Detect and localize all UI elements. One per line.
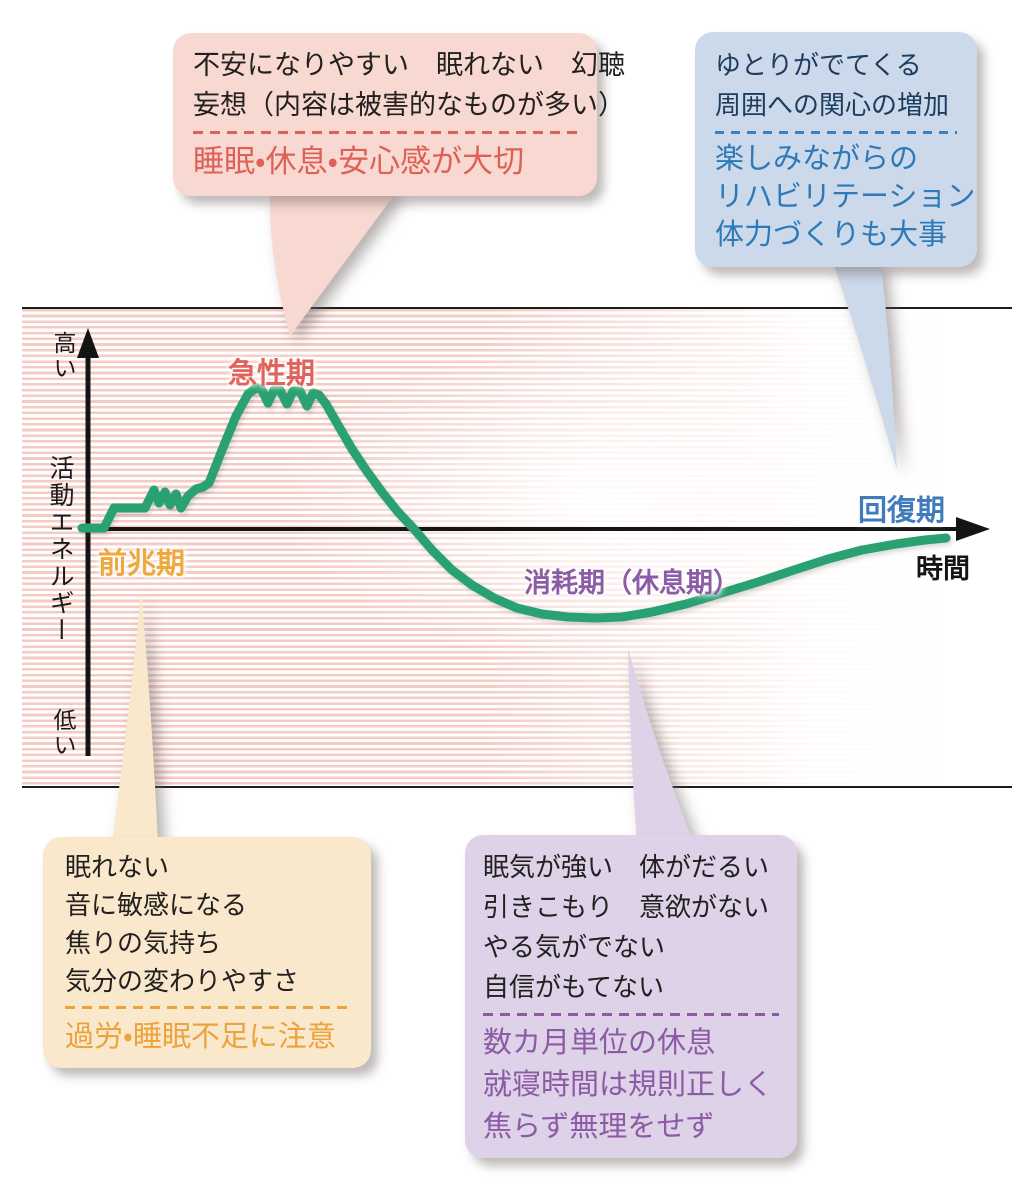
symptom-text: 引きこもり 意欲がない: [483, 893, 770, 923]
advice-text: 焦らず無理をせず: [483, 1109, 715, 1143]
x-axis-title: 時間: [916, 554, 970, 585]
prodromal-phase-bubble: 眠れない 音に敏感になる 焦りの気持ち 気分の変わりやすさ 過労・睡眠不足に注意: [43, 837, 371, 1068]
phase-label-prodromal: 前兆期: [98, 546, 186, 580]
symptom-text: 眠気が強い 体がだるい: [483, 853, 770, 883]
advice-text: リハビリテーション: [715, 179, 976, 213]
y-axis-low-label: 低い: [49, 708, 75, 758]
phase-label-recovery: 回復期: [858, 493, 946, 527]
recovery-bubble-tail: [833, 262, 897, 470]
chart-band: [22, 307, 1012, 788]
recovery-phase-bubble: ゆとりがでてくる 周囲への関心の増加 楽しみながらの リハビリテーション 体力づ…: [695, 32, 977, 267]
phase-label-exhaustion: 消耗期（休息期）: [524, 568, 740, 599]
symptom-text: 気分の変わりやすさ: [65, 967, 300, 997]
advice-text: 睡眠・休息・安心感が大切: [193, 144, 525, 180]
dashed-divider: [193, 131, 577, 134]
exhaustion-bubble-tail: [628, 649, 694, 843]
acute-bubble-tail: [269, 190, 398, 336]
advice-text: 就寝時間は規則正しく: [483, 1067, 774, 1101]
dashed-divider: [483, 1013, 779, 1016]
symptom-text: 音に敏感になる: [65, 891, 248, 921]
symptom-text: 不安になりやすい 眠れない 幻聴: [193, 50, 625, 81]
advice-text: 楽しみながらの: [715, 141, 919, 175]
symptom-text: 妄想（内容は被害的なものが多い）: [193, 90, 625, 121]
advice-text: 体力づくりも大事: [715, 217, 948, 251]
symptom-text: やる気がでない: [483, 933, 666, 963]
activity-energy-curve: [77, 383, 951, 623]
symptom-text: 自信がもてない: [483, 973, 664, 1003]
phase-label-acute: 急性期: [228, 356, 316, 390]
prodromal-bubble-tail: [112, 591, 158, 843]
advice-text: 過労・睡眠不足に注意: [65, 1019, 336, 1053]
exhaustion-phase-bubble: 眠気が強い 体がだるい 引きこもり 意欲がない やる気がでない 自信がもてない …: [465, 835, 797, 1158]
dashed-divider: [65, 1006, 349, 1009]
advice-text: 数カ月単位の休息: [483, 1025, 716, 1059]
x-axis-arrowhead: [956, 517, 990, 541]
symptom-text: 周囲への関心の増加: [715, 91, 950, 121]
symptom-text: 眠れない: [65, 853, 170, 883]
symptom-text: ゆとりがでてくる: [715, 51, 922, 81]
y-axis-title: 活動エネルギー: [46, 455, 75, 644]
acute-phase-bubble: 不安になりやすい 眠れない 幻聴 妄想（内容は被害的なものが多い） 睡眠・休息・…: [173, 33, 625, 196]
y-axis-high-label: 高い: [49, 331, 75, 381]
y-axis-arrowhead: [77, 328, 99, 358]
symptom-text: 焦りの気持ち: [65, 929, 222, 959]
dashed-divider: [715, 131, 957, 134]
